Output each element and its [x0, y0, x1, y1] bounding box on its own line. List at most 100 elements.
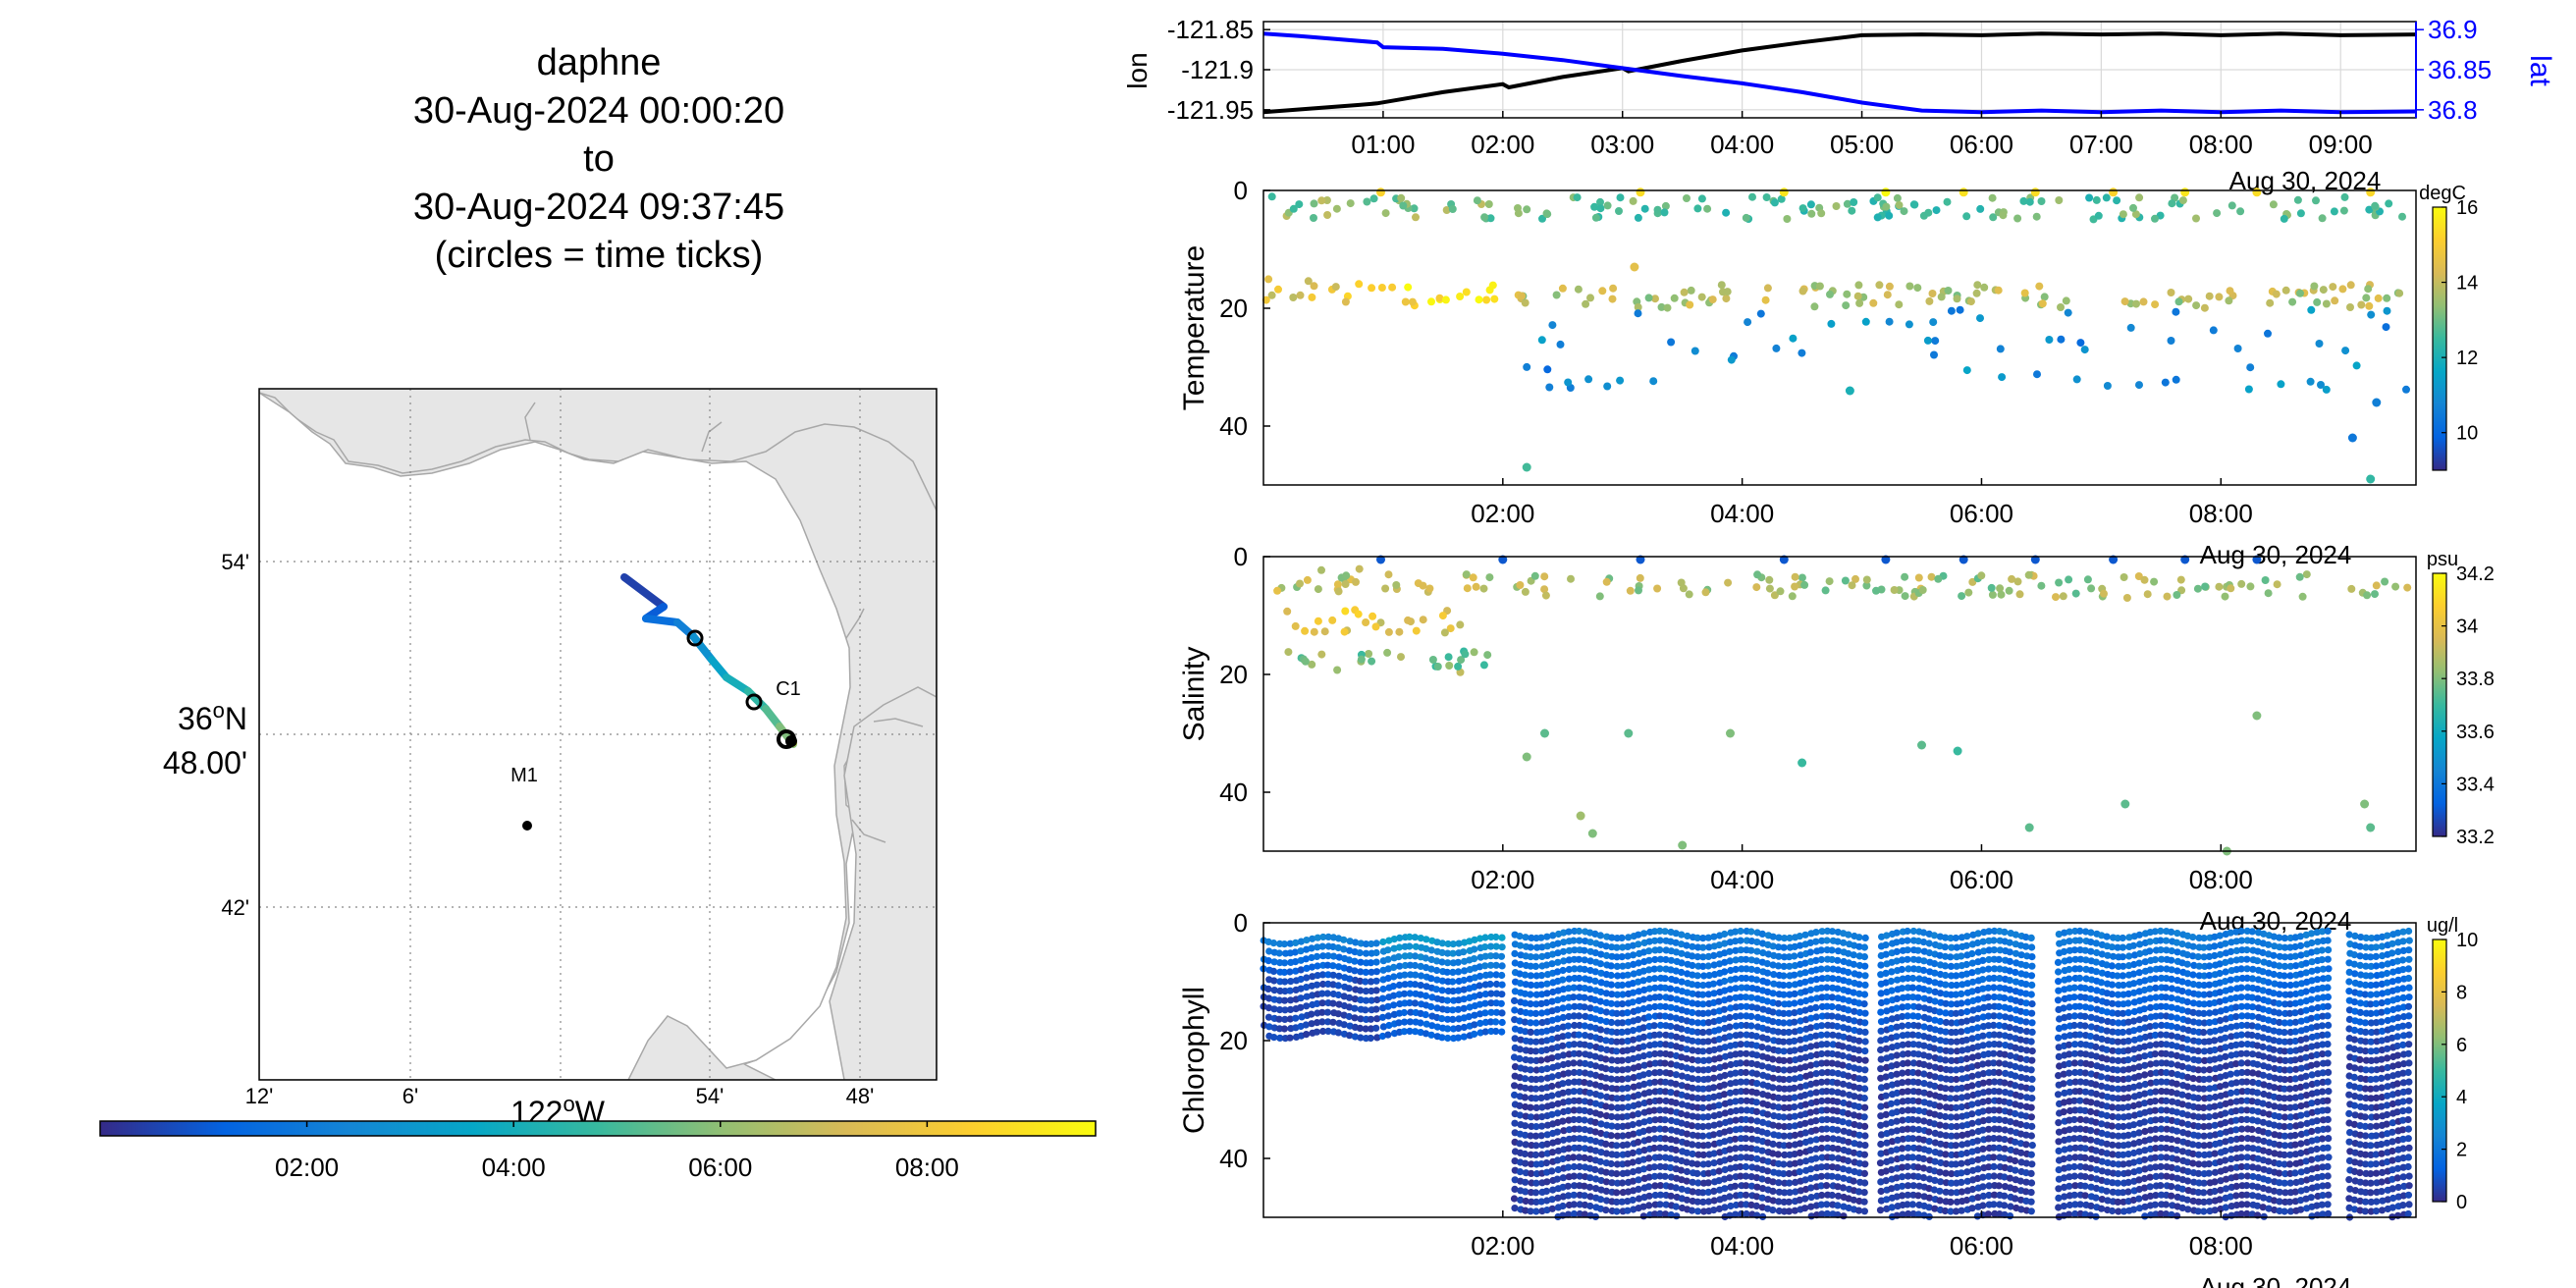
- data-point: [1481, 952, 1489, 960]
- data-point: [1521, 1094, 1529, 1101]
- data-point: [1639, 1165, 1648, 1173]
- data-point: [1742, 1068, 1750, 1077]
- data-point: [1704, 1019, 1712, 1027]
- data-point: [1807, 1043, 1815, 1050]
- data-point: [1968, 949, 1976, 958]
- data-point: [1899, 1182, 1906, 1190]
- data-point: [1705, 1028, 1713, 1036]
- data-point: [1909, 1209, 1917, 1218]
- data-point: [2120, 297, 2129, 306]
- data-point: [1498, 981, 1506, 989]
- data-point: [2076, 1162, 2084, 1170]
- data-point: [1476, 1019, 1484, 1027]
- data-point: [1367, 1034, 1374, 1043]
- data-point: [1498, 1018, 1506, 1027]
- map-grid: [259, 389, 937, 1080]
- data-point: [1904, 1182, 1912, 1190]
- data-point: [1581, 1079, 1588, 1087]
- data-point: [1834, 1098, 1842, 1105]
- data-point: [1287, 978, 1295, 986]
- data-point: [1527, 1000, 1534, 1008]
- data-point: [1357, 996, 1365, 1004]
- data-point: [1570, 1068, 1578, 1077]
- data-point: [1661, 928, 1669, 936]
- data-point: [1752, 976, 1761, 984]
- data-point: [2001, 1192, 2009, 1200]
- data-point: [1565, 1041, 1573, 1048]
- data-point: [1656, 946, 1664, 954]
- data-point: [1586, 957, 1594, 965]
- data-point: [2066, 965, 2073, 974]
- data-point: [1492, 1018, 1500, 1026]
- data-point: [1958, 1028, 1965, 1036]
- data-point: [1657, 302, 1666, 311]
- data-point: [1624, 1028, 1632, 1036]
- data-point: [1990, 1012, 1998, 1020]
- data-point: [2076, 1078, 2084, 1086]
- data-point: [2076, 946, 2084, 954]
- y-tick-label: 40: [1219, 778, 1248, 807]
- data-point: [2012, 1044, 2019, 1051]
- data-point: [1818, 1097, 1826, 1105]
- data-point: [1630, 951, 1637, 959]
- data-point: [1613, 1000, 1621, 1008]
- data-point: [1685, 590, 1693, 599]
- data-point: [2070, 1021, 2078, 1030]
- data-point: [2157, 1012, 2165, 1020]
- data-point: [1650, 1125, 1658, 1133]
- data-point: [1384, 1012, 1392, 1020]
- data-point: [1624, 1207, 1632, 1214]
- data-point: [1710, 951, 1718, 960]
- data-point: [2081, 1069, 2089, 1077]
- data-point: [1624, 971, 1632, 979]
- data-point: [2055, 1166, 2063, 1174]
- data-point: [1317, 196, 1326, 205]
- data-point: [1672, 1071, 1680, 1079]
- data-point: [1527, 1103, 1534, 1111]
- data-point: [1780, 1103, 1788, 1111]
- data-point: [1406, 942, 1414, 950]
- data-point: [2178, 196, 2187, 205]
- data-point: [1357, 939, 1365, 947]
- data-point: [1564, 1059, 1572, 1068]
- data-point: [1672, 977, 1680, 985]
- data-point: [1591, 1118, 1599, 1126]
- data-point: [1964, 588, 1973, 597]
- data-point: [2061, 1089, 2068, 1097]
- data-point: [1309, 935, 1316, 942]
- data-point: [2076, 1031, 2084, 1039]
- data-point: [1968, 1157, 1976, 1165]
- data-point: [1576, 1209, 1583, 1218]
- data-point: [1952, 1208, 1960, 1215]
- data-point: [1845, 978, 1852, 986]
- data-point: [1372, 977, 1380, 985]
- data-point: [1984, 993, 1992, 1001]
- data-point: [2151, 1106, 2159, 1114]
- temperature-axes-frame: [1262, 189, 2417, 486]
- data-point: [2022, 1028, 2031, 1036]
- data-point: [1855, 934, 1863, 941]
- data-point: [1576, 1088, 1583, 1096]
- data-point: [1639, 1043, 1647, 1050]
- data-point: [1699, 982, 1707, 990]
- data-point: [1893, 1004, 1901, 1012]
- data-point: [1840, 1014, 1848, 1022]
- data-point: [1596, 1007, 1605, 1015]
- data-point: [1510, 1195, 1519, 1203]
- data-point: [1958, 1018, 1965, 1026]
- data-point: [2135, 1063, 2143, 1071]
- data-point: [1694, 1066, 1702, 1074]
- data-point: [1511, 1176, 1519, 1184]
- data-point: [1908, 1135, 1917, 1143]
- data-point: [1537, 336, 1546, 345]
- map-land-east: [829, 389, 937, 1080]
- data-point: [2087, 1154, 2096, 1162]
- data-point: [1541, 591, 1550, 600]
- data-point: [2120, 1085, 2127, 1093]
- data-point: [2055, 968, 2063, 976]
- data-point: [1481, 934, 1489, 941]
- data-point: [1898, 965, 1905, 974]
- data-point: [1656, 1144, 1664, 1152]
- data-point: [2001, 1136, 2009, 1144]
- data-point: [1861, 962, 1869, 970]
